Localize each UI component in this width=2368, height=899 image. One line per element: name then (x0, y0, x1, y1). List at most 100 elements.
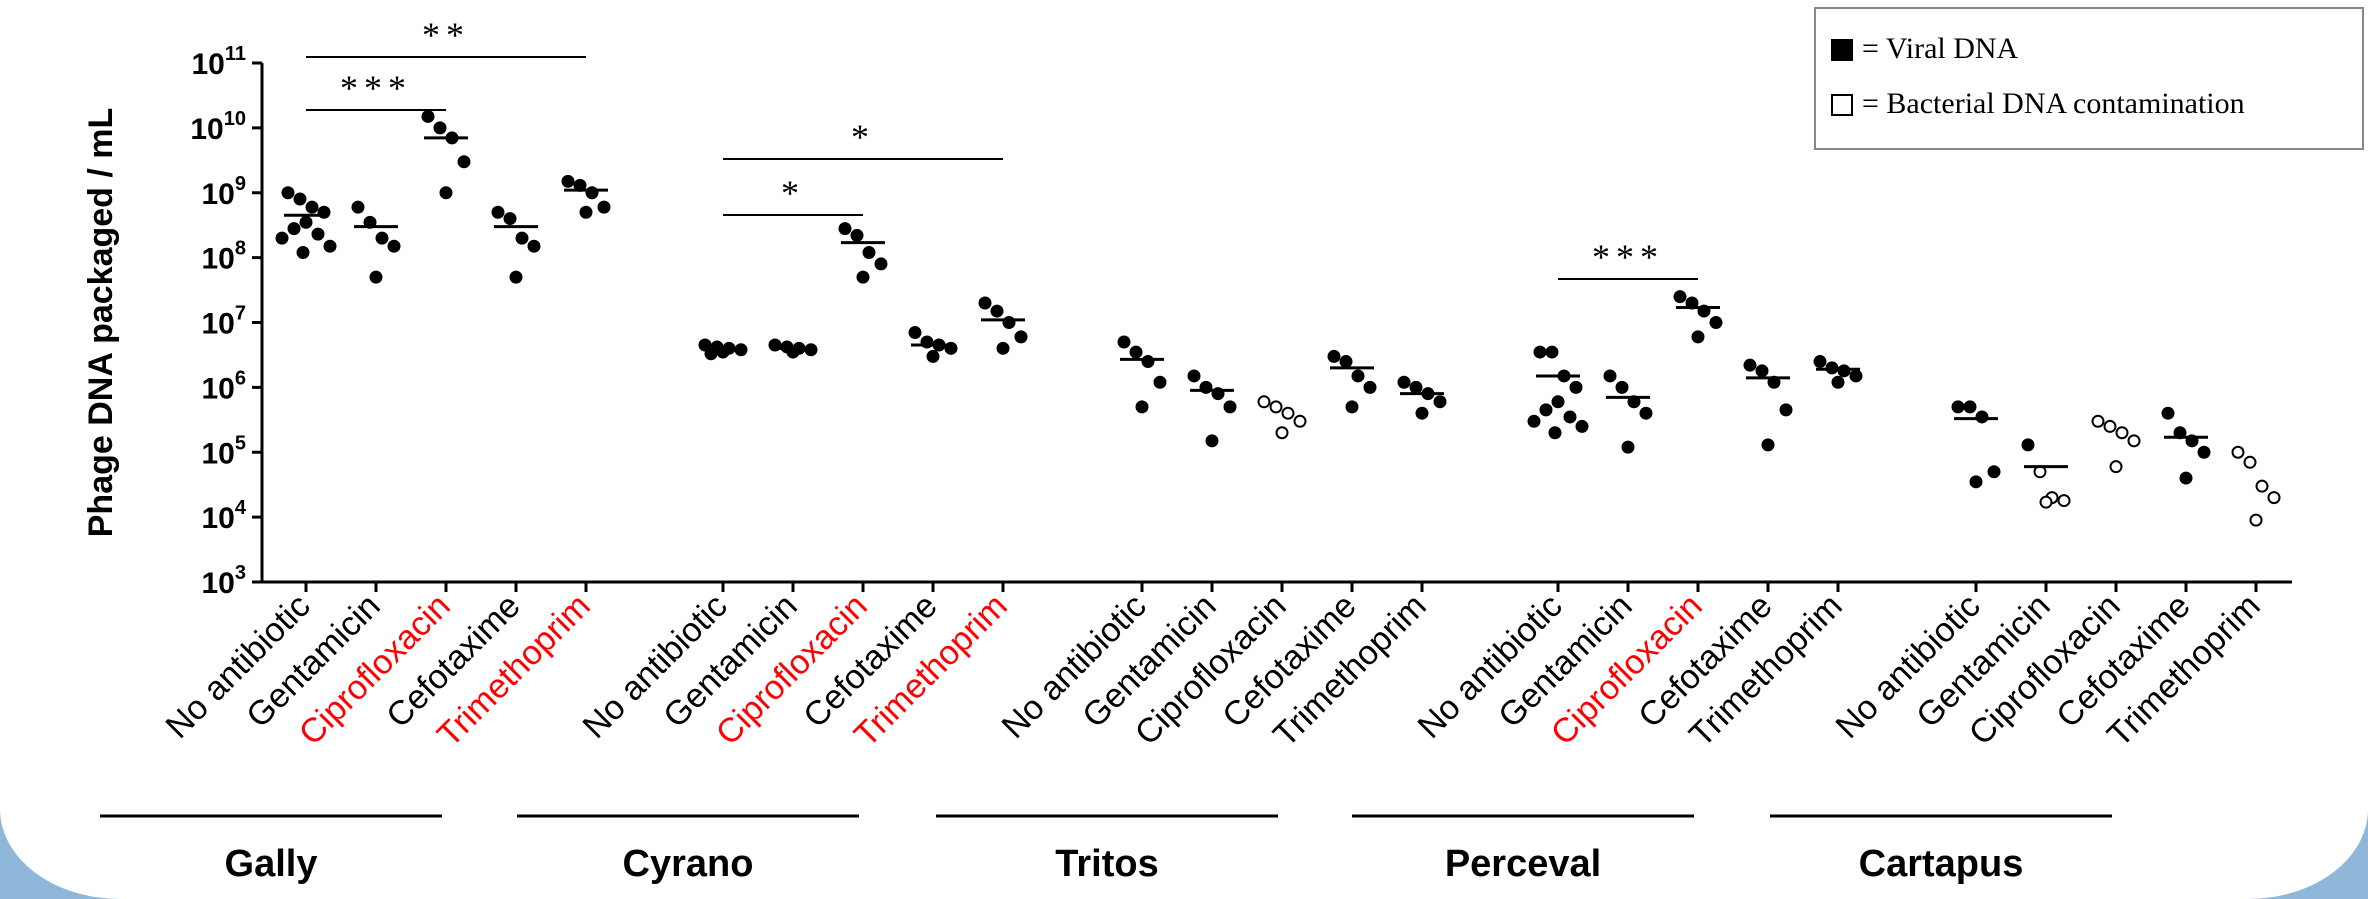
legend-entry-text: = Viral DNA (1862, 32, 2019, 65)
y-tick-label: 103 (202, 562, 247, 600)
y-tick-label: 104 (202, 497, 247, 535)
data-point (1327, 349, 1341, 363)
data-point (1269, 400, 1283, 414)
data-point (1129, 345, 1143, 359)
y-tick-exponent: 9 (235, 173, 246, 195)
y-tick-exponent: 6 (235, 367, 246, 389)
data-point (1275, 426, 1289, 440)
y-tick-exponent: 8 (235, 238, 246, 260)
data-point (2127, 434, 2141, 448)
data-point (433, 121, 447, 135)
data-point (1621, 440, 1635, 454)
y-tick-label: 109 (202, 173, 247, 211)
data-point (296, 245, 310, 259)
data-point (1837, 364, 1851, 378)
data-point (2057, 494, 2071, 508)
data-point (2039, 495, 2053, 509)
data-point (1987, 465, 2001, 479)
y-tick-label: 105 (202, 432, 247, 470)
group-label: Gally (225, 843, 318, 885)
data-point (1339, 355, 1353, 369)
data-point (2161, 406, 2175, 420)
data-point (1363, 380, 1377, 394)
y-tick-exponent: 3 (235, 562, 246, 584)
data-point (1963, 400, 1977, 414)
data-point (1673, 290, 1687, 304)
data-point (704, 347, 718, 361)
data-point (1545, 345, 1559, 359)
data-point (293, 192, 307, 206)
data-point (527, 239, 541, 253)
data-point (908, 326, 922, 340)
data-point (323, 239, 337, 253)
data-point (597, 200, 611, 214)
data-point (874, 257, 888, 271)
significance-stars: ** (422, 15, 470, 55)
data-point (2109, 460, 2123, 474)
data-point (369, 270, 383, 284)
data-point (2249, 513, 2263, 527)
group-label: Tritos (1055, 843, 1158, 885)
data-point (1539, 403, 1553, 417)
data-point (1831, 375, 1845, 389)
data-point (1345, 400, 1359, 414)
data-point (1563, 410, 1577, 424)
data-point (1639, 406, 1653, 420)
legend-entry-text: = Bacterial DNA contamination (1862, 87, 2245, 120)
data-point (2179, 471, 2193, 485)
y-tick-base: 10 (190, 113, 223, 146)
data-point (2267, 491, 2281, 505)
y-tick-label: 1010 (190, 108, 246, 146)
data-point (838, 222, 852, 236)
group-label: Cartapus (1859, 843, 2024, 885)
data-point (503, 212, 517, 226)
data-point (1615, 380, 1629, 394)
y-tick-exponent: 10 (224, 108, 246, 130)
data-point (1969, 475, 1983, 489)
data-point (1603, 369, 1617, 383)
data-point (2197, 445, 2211, 459)
data-point (351, 200, 365, 214)
y-tick-label: 1011 (191, 43, 246, 81)
data-point (387, 239, 401, 253)
significance-stars: * (781, 173, 805, 213)
y-tick-base: 10 (202, 243, 235, 276)
data-point (1569, 380, 1583, 394)
data-point (2091, 414, 2105, 428)
y-tick-exponent: 5 (235, 432, 246, 454)
data-point (1849, 369, 1863, 383)
group-label: Cyrano (623, 843, 754, 885)
data-point (1141, 355, 1155, 369)
data-point (1409, 380, 1423, 394)
open-square-icon (1831, 94, 1853, 116)
data-point (287, 222, 301, 236)
data-point (978, 296, 992, 310)
y-axis-label: Phage DNA packaged / mL (82, 108, 120, 538)
data-point (1548, 426, 1562, 440)
data-point (1433, 395, 1447, 409)
data-point (1527, 414, 1541, 428)
data-point (299, 215, 313, 229)
data-point (1223, 400, 1237, 414)
data-point (1293, 414, 1307, 428)
data-point (1135, 400, 1149, 414)
filled-square-icon (1831, 39, 1853, 61)
data-point (275, 231, 289, 245)
data-point (509, 270, 523, 284)
data-point (1761, 438, 1775, 452)
data-point (1117, 335, 1131, 349)
data-point (579, 205, 593, 219)
data-point (1153, 375, 1167, 389)
data-point (1397, 375, 1411, 389)
data-point (2255, 479, 2269, 493)
data-point (1779, 403, 1793, 417)
data-point (1691, 330, 1705, 344)
data-point (1551, 395, 1565, 409)
data-point (305, 200, 319, 214)
data-point (311, 227, 325, 241)
data-point (856, 270, 870, 284)
y-tick-exponent: 4 (235, 497, 247, 519)
data-point (439, 186, 453, 200)
